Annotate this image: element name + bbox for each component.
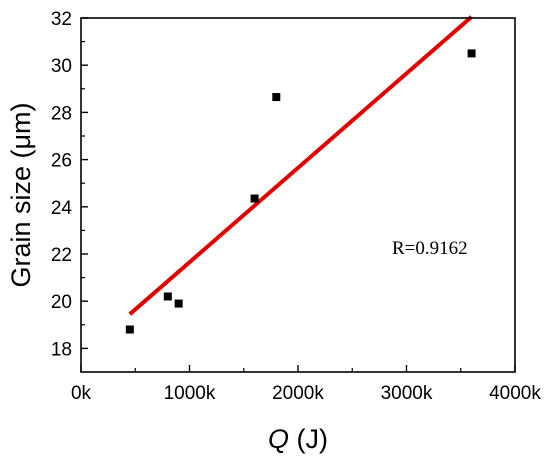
x-tick-label: 4000k	[489, 383, 541, 404]
fit-line-layer	[128, 15, 473, 316]
y-tick-label: 30	[51, 56, 72, 77]
y-axis-title: Grain size (μm)	[6, 102, 36, 287]
x-axis-symbol: Q	[268, 424, 289, 454]
x-tick-label: 1000k	[164, 383, 216, 404]
x-tick-label: 0k	[71, 383, 92, 404]
y-tick-label: 18	[51, 339, 72, 360]
y-tick-label: 26	[51, 151, 72, 172]
data-points-layer	[125, 49, 476, 334]
correlation-annotation: R=0.9162	[392, 238, 468, 259]
y-tick-label: 32	[51, 9, 72, 30]
x-tick-label: 3000k	[381, 383, 433, 404]
data-point-3	[174, 299, 183, 308]
axes-layer	[80, 17, 516, 373]
data-point-6	[467, 49, 476, 58]
data-point-5	[272, 93, 281, 102]
data-point-1	[125, 325, 134, 334]
labels-layer: 0k 1000k 2000k 3000k 4000k 18 20 22 24 26 28 30 32 Q …	[6, 9, 541, 454]
fit-line	[128, 15, 473, 316]
x-axis-title: Q (J)	[268, 424, 328, 454]
y-tick-label: 20	[51, 292, 72, 313]
y-tick-label: 22	[51, 245, 72, 266]
data-point-4	[250, 194, 259, 203]
y-tick-label: 24	[51, 198, 73, 219]
x-tick-label: 2000k	[272, 383, 324, 404]
y-tick-label: 28	[51, 103, 72, 124]
plot-frame	[80, 17, 516, 373]
x-axis-unit: (J)	[289, 424, 328, 454]
data-point-2	[163, 292, 172, 301]
